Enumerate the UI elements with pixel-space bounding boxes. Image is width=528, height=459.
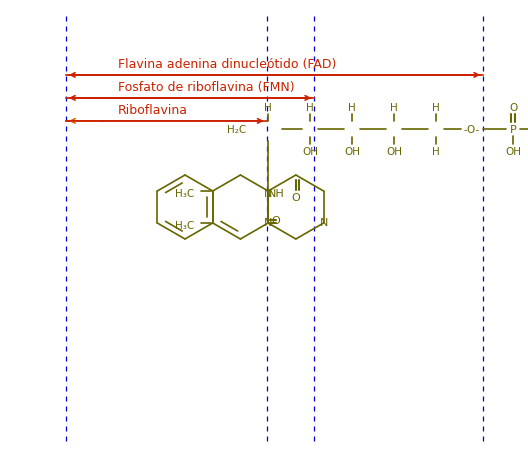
Text: H: H xyxy=(390,103,398,113)
Text: OH: OH xyxy=(386,147,402,157)
Text: Riboflavina: Riboflavina xyxy=(118,104,188,117)
Text: H₃C: H₃C xyxy=(175,220,195,230)
Text: OH: OH xyxy=(505,147,521,157)
Text: H: H xyxy=(432,147,440,157)
Text: OH: OH xyxy=(344,147,360,157)
Text: Flavina adenina dinucleótido (FAD): Flavina adenina dinucleótido (FAD) xyxy=(118,58,336,71)
Text: H: H xyxy=(306,103,314,113)
Text: H: H xyxy=(432,103,440,113)
Text: O: O xyxy=(291,193,300,202)
Text: OH: OH xyxy=(302,147,318,157)
Text: N: N xyxy=(319,218,328,228)
Text: H: H xyxy=(348,103,356,113)
Text: H₃C: H₃C xyxy=(175,189,195,199)
Text: -O-: -O- xyxy=(463,125,479,134)
Text: P: P xyxy=(510,125,516,134)
Text: O: O xyxy=(272,216,280,225)
Text: O: O xyxy=(509,103,517,113)
Text: NH: NH xyxy=(268,189,285,199)
Text: N: N xyxy=(264,189,272,199)
Text: H: H xyxy=(264,103,272,113)
Text: Fosfato de riboflavina (FMN): Fosfato de riboflavina (FMN) xyxy=(118,81,295,94)
Text: N: N xyxy=(264,218,272,228)
Text: H₂C: H₂C xyxy=(227,125,246,134)
